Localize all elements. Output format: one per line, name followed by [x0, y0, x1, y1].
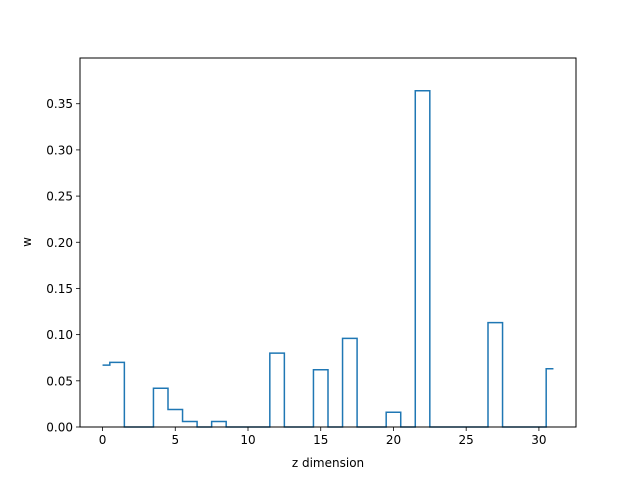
y-tick-label: 0.35 [46, 97, 73, 111]
y-tick-label: 0.15 [46, 282, 73, 296]
x-axis: 0 5 10 15 20 25 30 [99, 427, 547, 447]
y-axis: 0.00 0.05 0.10 0.15 0.20 0.25 0.30 0.35 [46, 97, 80, 435]
y-tick-label: 0.00 [46, 421, 73, 435]
y-tick-label: 0.20 [46, 236, 73, 250]
x-tick-label: 30 [531, 433, 546, 447]
x-tick-label: 15 [313, 433, 328, 447]
y-tick-label: 0.25 [46, 190, 73, 204]
x-tick-label: 20 [386, 433, 401, 447]
y-tick-label: 0.10 [46, 328, 73, 342]
x-axis-title: z dimension [292, 456, 364, 470]
x-tick-label: 25 [459, 433, 474, 447]
x-tick-label: 10 [240, 433, 255, 447]
x-tick-label: 0 [99, 433, 107, 447]
x-tick-label: 5 [171, 433, 179, 447]
y-tick-label: 0.05 [46, 374, 73, 388]
y-tick-label: 0.30 [46, 143, 73, 157]
y-axis-title: w [20, 237, 34, 247]
